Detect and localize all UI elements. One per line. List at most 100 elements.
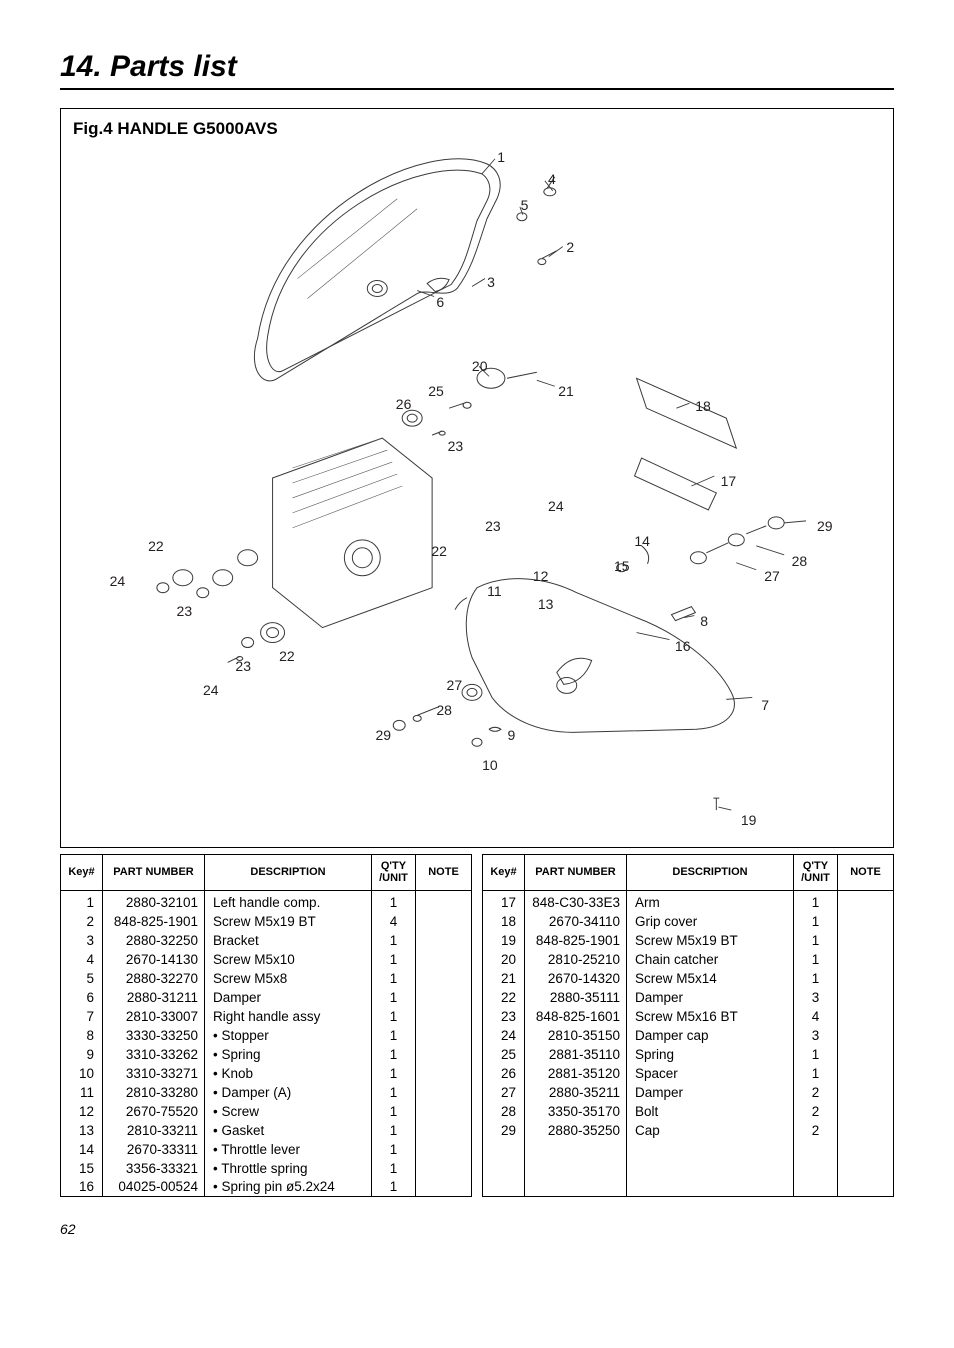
cell-key: 24	[483, 1026, 525, 1045]
cell-qty: 1	[372, 950, 416, 969]
cell-qty: 1	[794, 1064, 838, 1083]
cell-desc	[627, 1178, 794, 1197]
table-row: 23848-825-1601Screw M5x16 BT4	[483, 1007, 894, 1026]
cell-desc: • Throttle lever	[205, 1140, 372, 1159]
cell-pn: 2670-75520	[103, 1102, 205, 1121]
cell-pn: 2880-35111	[525, 988, 627, 1007]
cell-note	[838, 912, 894, 931]
cell-key: 21	[483, 969, 525, 988]
table-row: 1604025-00524• Spring pin ø5.2x241	[61, 1178, 472, 1197]
cell-pn: 2880-31211	[103, 988, 205, 1007]
cell-pn: 3350-35170	[525, 1102, 627, 1121]
cell-note	[416, 1083, 472, 1102]
cell-qty: 1	[372, 1159, 416, 1178]
cell-desc: • Spring pin ø5.2x24	[205, 1178, 372, 1197]
callout-16: 16	[675, 638, 691, 654]
callout-4: 4	[548, 171, 556, 187]
cell-desc: • Throttle spring	[205, 1159, 372, 1178]
cell-qty: 4	[794, 1007, 838, 1026]
cell-pn: 848-C30-33E3	[525, 891, 627, 912]
callout-23: 23	[177, 603, 193, 619]
callout-9: 9	[507, 727, 515, 743]
cell-desc: Chain catcher	[627, 950, 794, 969]
cell-pn: 2810-25210	[525, 950, 627, 969]
cell-key: 29	[483, 1121, 525, 1140]
table-row: 42670-14130Screw M5x101	[61, 950, 472, 969]
cell-desc: • Screw	[205, 1102, 372, 1121]
cell-pn: 2810-35150	[525, 1026, 627, 1045]
cell-pn: 2670-14130	[103, 950, 205, 969]
cell-desc: Arm	[627, 891, 794, 912]
cell-pn: 2670-34110	[525, 912, 627, 931]
callout-7: 7	[761, 697, 769, 713]
callout-5: 5	[521, 197, 529, 213]
cell-key	[483, 1159, 525, 1178]
cell-pn	[525, 1159, 627, 1178]
callout-24: 24	[203, 682, 219, 698]
cell-note	[416, 1045, 472, 1064]
cell-key: 27	[483, 1083, 525, 1102]
cell-note	[838, 1159, 894, 1178]
callout-22: 22	[279, 648, 295, 664]
cell-pn: 3310-33262	[103, 1045, 205, 1064]
cell-desc: Cap	[627, 1121, 794, 1140]
cell-note	[838, 950, 894, 969]
callout-29: 29	[376, 727, 392, 743]
cell-note	[838, 931, 894, 950]
cell-key: 23	[483, 1007, 525, 1026]
table-row: 122670-75520• Screw1	[61, 1102, 472, 1121]
cell-note	[416, 969, 472, 988]
table-row: 153356-33321• Throttle spring1	[61, 1159, 472, 1178]
table-row: 283350-35170Bolt2	[483, 1102, 894, 1121]
cell-desc: • Damper (A)	[205, 1083, 372, 1102]
callout-11: 11	[487, 583, 502, 599]
cell-note	[416, 1102, 472, 1121]
cell-pn: 2670-33311	[103, 1140, 205, 1159]
cell-note	[416, 1159, 472, 1178]
cell-note	[416, 1064, 472, 1083]
table-row: 83330-33250• Stopper1	[61, 1026, 472, 1045]
cell-key: 12	[61, 1102, 103, 1121]
cell-key: 18	[483, 912, 525, 931]
cell-qty: 2	[794, 1121, 838, 1140]
cell-qty: 1	[794, 912, 838, 931]
cell-desc: Right handle assy	[205, 1007, 372, 1026]
callout-8: 8	[700, 613, 708, 629]
cell-note	[838, 1064, 894, 1083]
cell-desc: Screw M5x8	[205, 969, 372, 988]
cell-qty: 1	[372, 1121, 416, 1140]
callout-23: 23	[235, 658, 251, 674]
callout-10: 10	[482, 757, 498, 773]
col-note: NOTE	[416, 855, 472, 891]
cell-qty: 2	[794, 1102, 838, 1121]
cell-desc: • Spring	[205, 1045, 372, 1064]
cell-pn: 848-825-1901	[525, 931, 627, 950]
col-desc: DESCRIPTION	[205, 855, 372, 891]
cell-qty	[794, 1140, 838, 1159]
cell-desc: Screw M5x19 BT	[627, 931, 794, 950]
table-row: 252881-35110Spring1	[483, 1045, 894, 1064]
cell-qty: 1	[372, 1045, 416, 1064]
table-row: 112810-33280• Damper (A)1	[61, 1083, 472, 1102]
cell-qty	[794, 1178, 838, 1197]
cell-qty: 3	[794, 1026, 838, 1045]
table-row: 292880-35250Cap2	[483, 1121, 894, 1140]
cell-pn: 2880-32101	[103, 891, 205, 912]
table-row: 93310-33262• Spring1	[61, 1045, 472, 1064]
table-row: 32880-32250Bracket1	[61, 931, 472, 950]
callout-24: 24	[548, 498, 564, 514]
callout-19: 19	[741, 812, 757, 828]
cell-pn: 2880-32250	[103, 931, 205, 950]
callout-3: 3	[487, 274, 495, 290]
table-row: 52880-32270Screw M5x81	[61, 969, 472, 988]
cell-key: 8	[61, 1026, 103, 1045]
cell-qty: 2	[794, 1083, 838, 1102]
cell-note	[838, 988, 894, 1007]
table-row: 262881-35120Spacer1	[483, 1064, 894, 1083]
cell-note	[838, 1121, 894, 1140]
cell-desc: Screw M5x19 BT	[205, 912, 372, 931]
table-row: 72810-33007Right handle assy1	[61, 1007, 472, 1026]
cell-note	[416, 912, 472, 931]
callout-18: 18	[695, 398, 711, 414]
cell-desc: Screw M5x16 BT	[627, 1007, 794, 1026]
